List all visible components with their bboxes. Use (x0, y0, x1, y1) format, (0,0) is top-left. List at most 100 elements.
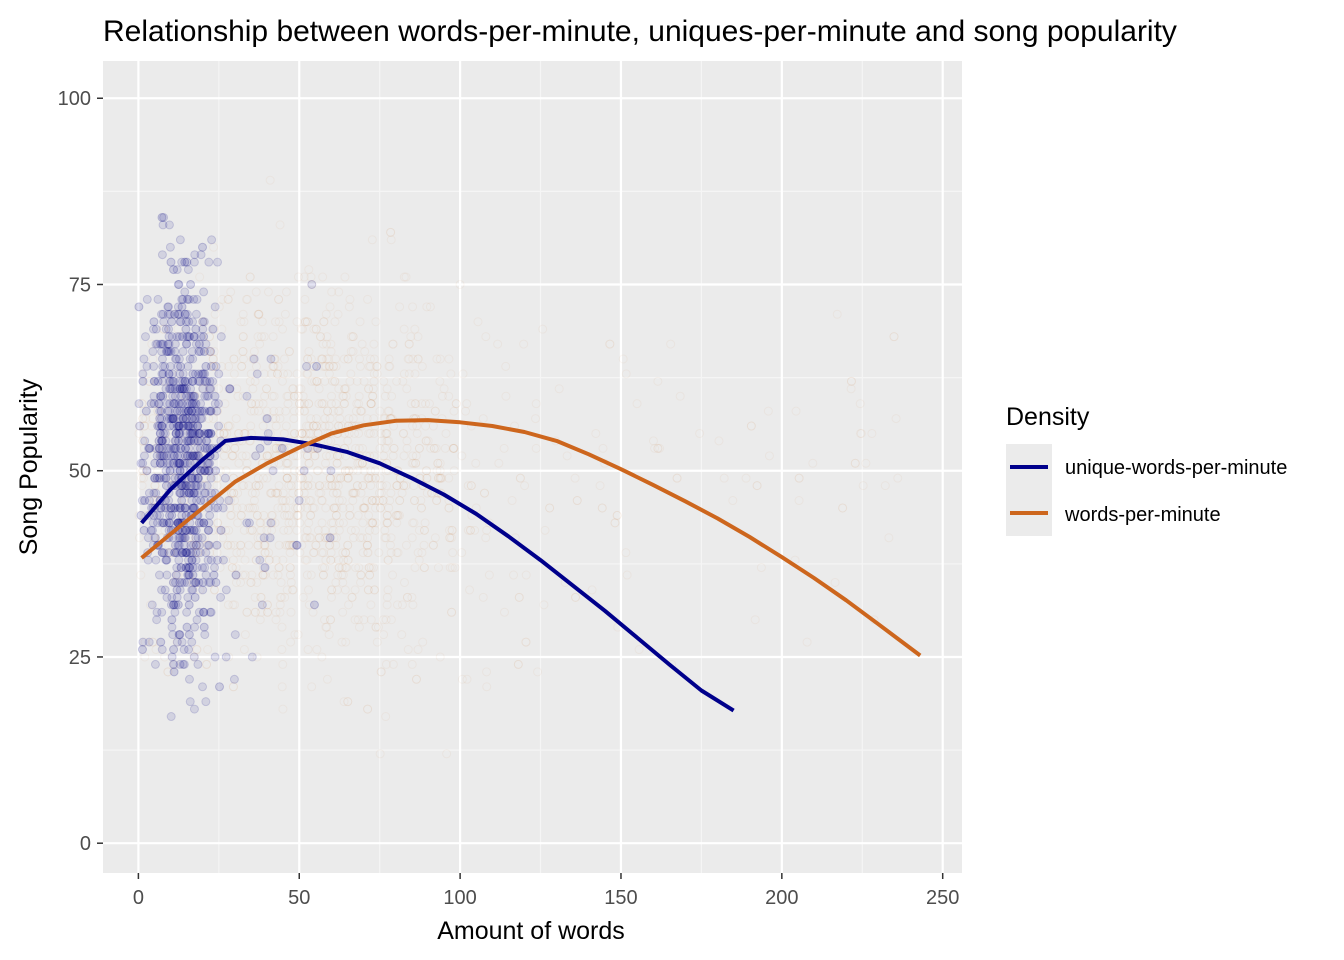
scatter-point-words (395, 302, 405, 312)
scatter-point-unique (191, 309, 201, 319)
scatter-point-unique (175, 466, 185, 476)
scatter-point-words (311, 414, 321, 424)
scatter-point-words (653, 443, 663, 453)
scatter-point-words (188, 577, 198, 587)
scatter-point-words (421, 399, 431, 409)
scatter-point-words (323, 406, 333, 416)
scatter-point-words (605, 339, 615, 349)
scatter-point-unique (174, 354, 184, 364)
scatter-point-unique (183, 563, 193, 573)
scatter-point-unique (180, 548, 190, 558)
scatter-point-unique (166, 347, 176, 357)
scatter-point-words (327, 481, 337, 491)
scatter-point-words (413, 645, 423, 655)
scatter-point-unique (181, 428, 191, 438)
scatter-point-words (134, 533, 144, 543)
scatter-point-unique (178, 421, 188, 431)
scatter-point-words (352, 376, 362, 386)
scatter-point-words (258, 570, 268, 580)
scatter-point-unique (181, 563, 191, 573)
scatter-point-unique (172, 585, 182, 595)
scatter-point-words (325, 473, 335, 483)
scatter-point-words (217, 324, 227, 334)
scatter-point-words (147, 421, 157, 431)
scatter-point-unique (172, 384, 182, 394)
scatter-point-unique (177, 481, 187, 491)
scatter-point-words (303, 645, 313, 655)
scatter-point-unique (179, 645, 189, 655)
scatter-point-unique (153, 518, 163, 528)
scatter-point-unique (180, 309, 190, 319)
scatter-point-unique (165, 242, 175, 252)
scatter-point-words (184, 533, 194, 543)
scatter-point-unique (186, 436, 196, 446)
scatter-point-unique (196, 369, 206, 379)
scatter-point-words (331, 399, 341, 409)
scatter-point-words (393, 600, 403, 610)
scatter-point-unique (191, 399, 201, 409)
scatter-point-words (265, 175, 275, 185)
scatter-point-words (238, 347, 248, 357)
scatter-point-unique (157, 585, 167, 595)
scatter-point-words (328, 406, 338, 416)
scatter-point-unique (180, 451, 190, 461)
scatter-point-unique (185, 548, 195, 558)
scatter-point-unique (159, 317, 169, 327)
scatter-point-words (254, 309, 264, 319)
scatter-point-words (262, 518, 272, 528)
scatter-point-words (254, 399, 264, 409)
scatter-point-unique (144, 496, 154, 506)
scatter-point-unique (199, 332, 209, 342)
scatter-point-words (884, 533, 894, 543)
scatter-point-words (352, 399, 362, 409)
scatter-point-words (409, 518, 419, 528)
scatter-point-unique (190, 414, 200, 424)
scatter-point-unique (218, 555, 228, 565)
scatter-point-unique (161, 436, 171, 446)
scatter-point-unique (166, 384, 176, 394)
scatter-point-words (254, 309, 264, 319)
scatter-point-unique (225, 384, 235, 394)
scatter-point-unique (185, 332, 195, 342)
scatter-point-unique (143, 548, 153, 558)
scatter-point-unique (176, 488, 186, 498)
scatter-point-unique (187, 428, 197, 438)
scatter-point-words (153, 406, 163, 416)
scatter-point-words (189, 577, 199, 587)
scatter-point-unique (186, 481, 196, 491)
scatter-point-words (695, 428, 705, 438)
scatter-point-words (411, 674, 421, 684)
scatter-point-words (154, 488, 164, 498)
scatter-point-words (323, 533, 333, 543)
scatter-point-unique (173, 458, 183, 468)
scatter-point-words (358, 503, 368, 513)
scatter-point-words (316, 354, 326, 364)
scatter-point-unique (168, 443, 178, 453)
scatter-point-unique (151, 324, 161, 334)
scatter-point-words (267, 510, 277, 520)
scatter-point-words (212, 406, 222, 416)
scatter-point-unique (277, 443, 287, 453)
scatter-point-words (229, 369, 239, 379)
scatter-point-unique (189, 488, 199, 498)
scatter-point-words (227, 488, 237, 498)
scatter-point-words (538, 324, 548, 334)
scatter-point-unique (169, 600, 179, 610)
scatter-point-words (374, 488, 384, 498)
scatter-point-unique (244, 518, 254, 528)
scatter-point-unique (179, 384, 189, 394)
scatter-point-unique (160, 503, 170, 513)
scatter-point-unique (186, 391, 196, 401)
scatter-point-words (193, 548, 203, 558)
scatter-point-unique (157, 607, 167, 617)
scatter-point-words (321, 309, 331, 319)
scatter-point-words (325, 451, 335, 461)
scatter-point-unique (179, 645, 189, 655)
scatter-point-words (622, 570, 632, 580)
scatter-point-unique (196, 250, 206, 260)
scatter-point-words (382, 600, 392, 610)
scatter-point-unique (158, 436, 168, 446)
scatter-point-unique (184, 600, 194, 610)
scatter-point-words (317, 421, 327, 431)
scatter-point-unique (188, 503, 198, 513)
